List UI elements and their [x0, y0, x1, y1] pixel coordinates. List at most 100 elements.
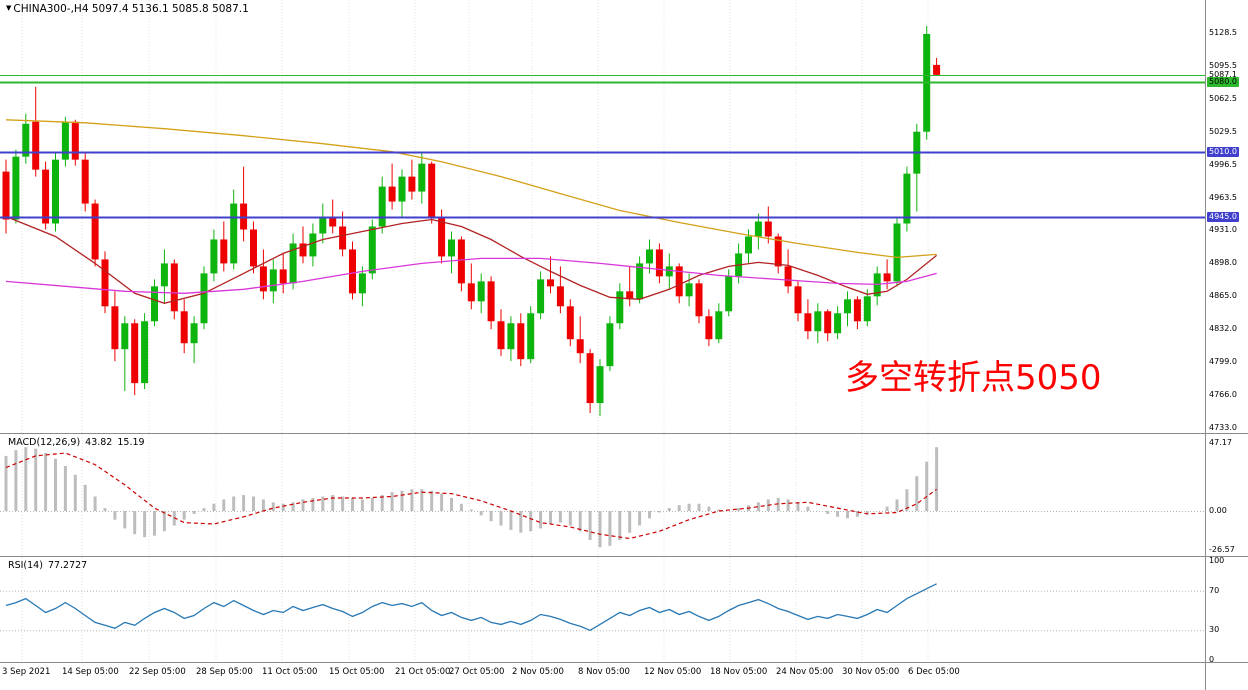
candle: [665, 253, 673, 290]
ma-slow-orange: [5, 119, 937, 259]
candle: [2, 159, 10, 234]
candle: [180, 299, 188, 354]
price-tag-5010.0: 5010.0: [1207, 146, 1239, 157]
symbol-dropdown-icon[interactable]: ▼: [6, 4, 12, 12]
candle: [685, 273, 693, 307]
candle: [586, 349, 594, 414]
candle: [507, 316, 515, 362]
rsi-pane[interactable]: [0, 557, 1205, 662]
candle: [319, 203, 327, 244]
price-axis-label: 4996.5: [1209, 160, 1237, 170]
price-axis-label: 4898.0: [1209, 258, 1237, 268]
price-axis-label: 4766.0: [1209, 390, 1237, 400]
candle: [844, 291, 851, 327]
candle: [240, 166, 248, 242]
price-axis-label: 4733.0: [1209, 423, 1237, 432]
candle: [576, 316, 584, 364]
candle: [71, 119, 79, 166]
rsi-value: 77.2727: [47, 560, 88, 571]
macd-main-value: 43.82: [85, 437, 113, 448]
macd-axis-label: 47.17: [1209, 437, 1232, 447]
candle: [477, 273, 485, 314]
rsi-name: RSI(14): [8, 560, 43, 571]
rsi-axis-label: 100: [1209, 556, 1225, 565]
time-axis-label: 3 Sep 2021: [2, 667, 51, 677]
candle: [814, 303, 822, 344]
candle: [725, 269, 733, 317]
price-axis-label: 4799.0: [1209, 357, 1237, 367]
candle: [358, 266, 366, 307]
candle: [527, 306, 535, 364]
price-axis-label: 5062.5: [1209, 94, 1237, 104]
candle: [655, 243, 663, 284]
time-axis[interactable]: 3 Sep 2021 14 Sep 05:00 22 Sep 05:00 28 Sep…: [0, 663, 1248, 690]
candle: [547, 256, 554, 294]
candle: [556, 266, 564, 314]
candle: [42, 161, 50, 230]
chart-annotation-text[interactable]: 多空转折点5050: [845, 358, 1102, 398]
candle: [131, 319, 139, 396]
candle: [418, 151, 426, 204]
candle: [32, 86, 40, 177]
price-chart-pane[interactable]: [0, 0, 1205, 433]
price-tag-5080.0: 5080.0: [1207, 76, 1239, 87]
time-axis-label: 12 Nov 05:00: [644, 667, 702, 677]
candle: [933, 57, 941, 76]
time-axis-label: 27 Oct 05:00: [449, 667, 505, 677]
price-axis-label: 5128.5: [1209, 28, 1237, 38]
candle: [388, 163, 396, 210]
time-axis-label: 6 Dec 05:00: [908, 667, 960, 677]
ma-fast-magenta: [5, 257, 937, 294]
time-axis-label: 2 Nov 05:00: [512, 667, 564, 677]
candle: [438, 209, 446, 264]
candle: [487, 276, 495, 330]
candle: [596, 359, 604, 417]
macd-name: MACD(12,26,9): [8, 437, 81, 448]
candle: [428, 161, 436, 224]
candle: [566, 299, 574, 347]
time-axis-label: 15 Oct 05:00: [329, 667, 385, 677]
candle: [269, 259, 277, 304]
candle: [200, 266, 208, 330]
symbol-ohlc-text: CHINA300-,H4 5097.4 5136.1 5085.8 5087.1: [13, 3, 249, 15]
candle: [170, 259, 178, 320]
candle: [853, 296, 861, 330]
candle: [210, 229, 218, 282]
time-axis-label: 14 Sep 05:00: [62, 667, 119, 677]
candle: [863, 289, 871, 327]
rsi-axis-label: 70: [1209, 585, 1220, 595]
candle: [22, 113, 30, 164]
candle: [299, 226, 307, 264]
time-axis-label: 28 Sep 05:00: [196, 667, 253, 677]
candle: [646, 239, 653, 274]
pane-separator: [0, 556, 1248, 557]
candle: [61, 116, 69, 167]
candle: [883, 259, 891, 290]
candle: [834, 306, 842, 340]
candle: [784, 249, 792, 294]
candle: [141, 313, 149, 390]
candle: [190, 316, 198, 364]
candle: [715, 303, 723, 344]
candle: [52, 151, 59, 232]
candle: [378, 176, 386, 234]
candle: [467, 263, 475, 310]
candle: [517, 313, 525, 367]
candle: [606, 316, 614, 372]
candle: [626, 266, 634, 307]
candle: [111, 291, 119, 362]
macd-pane[interactable]: [0, 434, 1205, 556]
candle: [309, 223, 317, 267]
candle: [101, 251, 109, 314]
price-axis-separator: [1205, 0, 1206, 690]
candle: [279, 253, 287, 294]
candle: [497, 309, 505, 357]
candle: [230, 189, 238, 270]
candle: [754, 213, 762, 250]
candle: [349, 241, 356, 300]
rsi-label: RSI(14) 77.2727: [8, 560, 87, 571]
candle: [873, 266, 881, 306]
time-axis-label: 30 Nov 05:00: [842, 667, 900, 677]
price-axis[interactable]: 5128.5 5095.5 5062.5 5029.5 4996.5 4963.5 4931…: [1206, 0, 1248, 690]
